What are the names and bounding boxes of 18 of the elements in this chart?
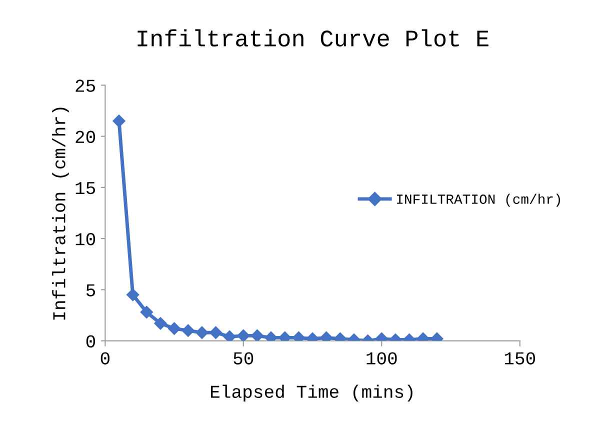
y-tick-label: 25: [76, 80, 95, 92]
x-tick-label: 150: [504, 352, 536, 364]
y-tick-label: 5: [86, 284, 95, 296]
y-tick-label: 0: [86, 335, 96, 348]
x-tick-label: 50: [234, 352, 254, 364]
x-axis-title: Elapsed Time (mins): [211, 384, 412, 402]
point: [112, 114, 126, 128]
y-tick-label: 10: [76, 233, 96, 246]
y-tick-label: 20: [76, 130, 96, 144]
x-tick-label: 100: [366, 352, 397, 364]
y-tick-label: 15: [76, 182, 95, 194]
legend-label: INFILTRATION (cm/hr): [397, 194, 560, 207]
point: [236, 329, 250, 341]
chart-title: Infiltration Curve Plot E: [138, 29, 488, 47]
y-axis-title: Infiltration (cm/hr): [52, 108, 69, 320]
x-tick-label: 0: [100, 352, 110, 364]
point: [126, 288, 140, 302]
point: [250, 329, 264, 341]
